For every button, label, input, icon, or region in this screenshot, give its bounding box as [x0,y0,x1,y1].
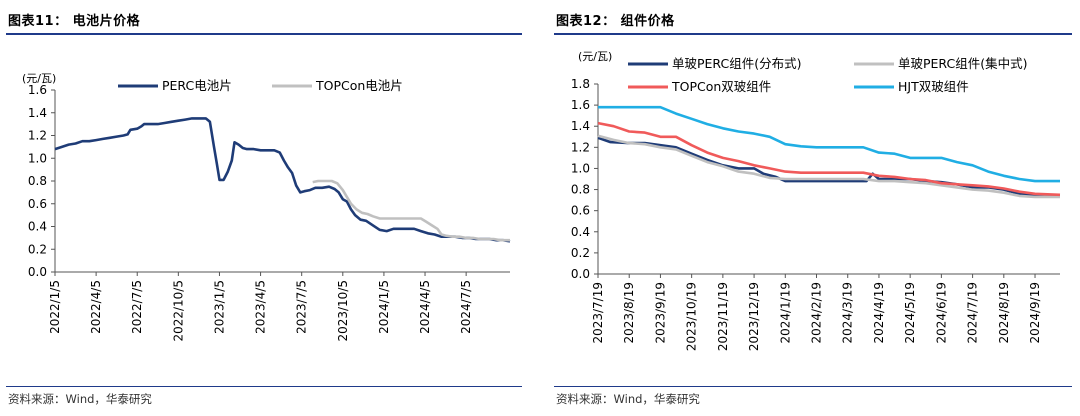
x-tick-label: 2023/7/19 [591,282,605,344]
x-tick-label: 2022/1/5 [48,280,62,334]
title-rule [554,33,1072,35]
x-tick-label: 2023/10/19 [685,282,699,351]
x-tick-label: 2022/10/5 [171,280,185,342]
x-tick-label: 2024/7/5 [459,280,473,334]
x-tick-label: 2024/7/19 [966,282,980,344]
y-tick-label: 1.4 [28,106,47,120]
cell-price-chart: (元/瓦) 0.0 0.2 0.4 0.6 0.8 1.0 1.2 1.4 1.6 2022/1/5… [22,72,511,342]
series-line-1 [597,134,1060,199]
series-line-2 [597,121,1061,197]
series-line-0 [54,117,511,243]
module-price-chart: (元/瓦) 0.0 0.2 0.4 0.6 0.8 1.0 1.2 1.4 1.6 1.8 2023/… [571,50,1061,351]
series-line-1 [312,179,510,242]
y-tick-label: 0.8 [28,174,47,188]
y-unit-label: (元/瓦) [578,50,612,63]
y-unit-label: (元/瓦) [22,72,56,85]
source-rule [554,386,1072,387]
y-tick-label: 0.0 [28,265,47,279]
y-tick-label: 0.8 [571,183,590,197]
x-tick-label: 2022/4/5 [89,280,103,334]
figure-title: 图表11： 电池片价格 [8,14,141,29]
y-tick-label: 1.8 [571,77,590,91]
legend-label: 单玻PERC组件(集中式) [898,56,1027,71]
x-tick-label: 2023/9/19 [653,282,667,344]
y-tick-label: 1.2 [28,129,47,143]
y-tick-label: 0.2 [28,242,47,256]
x-tick-label: 2023/1/5 [212,280,226,334]
x-tick-label: 2024/2/19 [810,282,824,344]
legend-label: TOPCon电池片 [315,78,403,93]
panel-cell-price: 图表11： 电池片价格 (元/瓦) 0.0 0.2 0.4 0.6 0.8 1.0 1.2 1.… [0,0,530,416]
panel-module-price: 图表12： 组件价格 (元/瓦) 0.0 0.2 0.4 0.6 0.8 1.0 1.2 1.4… [548,0,1080,416]
x-tick-label: 2024/1/5 [377,280,391,334]
x-tick-label: 2024/4/5 [418,280,432,334]
y-tick-label: 0.6 [571,204,590,218]
y-tick-label: 0.4 [28,220,47,234]
source-rule [6,386,522,387]
y-tick-label: 0.6 [28,197,47,211]
series-line-3 [598,105,1060,183]
y-tick-label: 0.0 [571,267,590,281]
legend-label: 单玻PERC组件(分布式) [672,56,801,71]
x-tick-label: 2023/12/19 [747,282,761,351]
x-tick-label: 2024/6/19 [934,282,948,344]
x-tick-label: 2023/11/19 [716,282,730,351]
x-tick-label: 2024/4/19 [872,282,886,344]
x-tick-label: 2024/3/19 [841,282,855,344]
title-rule [6,33,522,35]
y-tick-label: 1.0 [571,161,590,175]
y-tick-label: 0.2 [571,246,590,260]
figure-title: 图表12： 组件价格 [556,14,675,29]
x-tick-label: 2024/5/19 [903,282,917,344]
source-note: 资料来源：Wind，华泰研究 [8,392,152,406]
y-tick-label: 1.4 [571,119,590,133]
legend-label: HJT双玻组件 [898,79,969,94]
series-line-0 [597,136,1060,197]
x-tick-label: 2023/8/19 [622,282,636,344]
x-tick-label: 2022/7/5 [130,280,144,334]
legend-label: TOPCon双玻组件 [671,79,771,94]
x-tick-label: 2023/10/5 [336,280,350,342]
x-tick-label: 2024/1/19 [778,282,792,344]
y-tick-label: 1.0 [28,151,47,165]
x-tick-label: 2023/4/5 [254,280,268,334]
x-tick-label: 2024/9/19 [1028,282,1042,344]
x-tick-label: 2023/7/5 [295,280,309,334]
source-note: 资料来源：Wind，华泰研究 [556,392,700,406]
y-tick-label: 1.2 [571,140,590,154]
x-tick-label: 2024/8/19 [997,282,1011,344]
legend-label: PERC电池片 [162,78,232,93]
y-tick-label: 1.6 [28,83,47,97]
y-tick-label: 1.6 [571,98,590,112]
y-tick-label: 0.4 [571,225,590,239]
